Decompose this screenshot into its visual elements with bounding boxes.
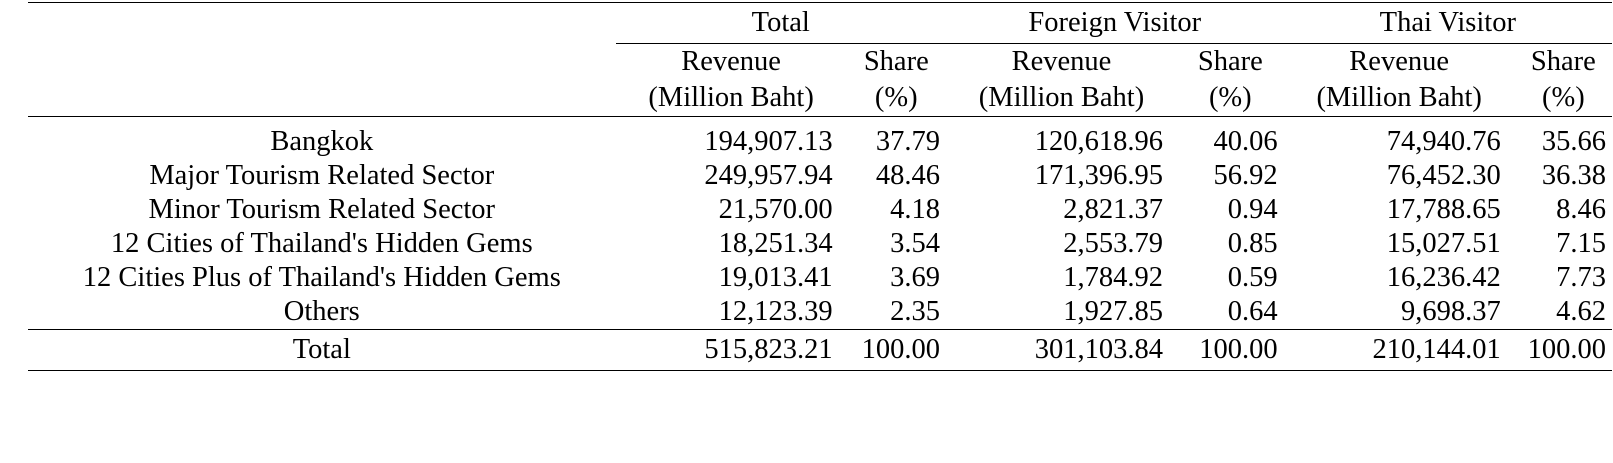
subheader-revenue: Revenue [1349, 46, 1450, 77]
total-revenue-cell: 18,251.34 [718, 228, 833, 259]
total-row: Total 515,823.21 100.00 301,103.84 100.0… [28, 329, 1612, 371]
thai-share-cell: 7.73 [1556, 262, 1606, 293]
thai-revenue-cell: 9,698.37 [1400, 296, 1501, 327]
subheader-row-2: (Million Baht) (%) (Million Baht) (%) (M… [28, 80, 1612, 117]
group-header-row: Total Foreign Visitor Thai Visitor [28, 2, 1612, 44]
thai-share-cell: 8.46 [1556, 194, 1606, 225]
table-row: Major Tourism Related Sector 249,957.94 … [28, 159, 1612, 193]
total-revenue-cell: 515,823.21 [615, 329, 847, 371]
thai-share-cell: 100.00 [1514, 329, 1612, 371]
thai-revenue-cell: 74,940.76 [1386, 126, 1501, 157]
row-label: Minor Tourism Related Sector [148, 194, 496, 225]
row-label: Major Tourism Related Sector [149, 160, 495, 191]
foreign-revenue-cell: 171,396.95 [1034, 160, 1163, 191]
thai-revenue-cell: 210,144.01 [1283, 329, 1515, 371]
subheader-revenue-unit: (Million Baht) [945, 80, 1177, 117]
foreign-revenue-cell: 120,618.96 [1034, 126, 1163, 157]
thai-revenue-cell: 17,788.65 [1386, 194, 1501, 225]
subheader-share: Share [863, 46, 929, 77]
row-label: Bangkok [270, 126, 374, 157]
empty-corner-cell [28, 2, 616, 44]
total-share-cell: 2.35 [890, 296, 940, 327]
foreign-revenue-cell: 1,927.85 [1063, 296, 1163, 327]
thai-revenue-cell: 76,452.30 [1386, 160, 1501, 191]
row-label: 12 Cities of Thailand's Hidden Gems [110, 228, 533, 259]
foreign-share-cell: 0.64 [1227, 296, 1278, 327]
total-revenue-cell: 21,570.00 [718, 194, 833, 225]
empty-subheader-cell [28, 44, 616, 81]
foreign-revenue-cell: 1,784.92 [1063, 262, 1163, 293]
foreign-share-cell: 0.59 [1227, 262, 1278, 293]
row-label: 12 Cities Plus of Thailand's Hidden Gems [82, 262, 561, 293]
total-share-cell: 3.69 [890, 262, 940, 293]
thai-revenue-cell: 15,027.51 [1386, 228, 1501, 259]
foreign-revenue-cell: 2,821.37 [1063, 194, 1163, 225]
total-revenue-cell: 249,957.94 [704, 160, 833, 191]
table-row: 12 Cities Plus of Thailand's Hidden Gems… [28, 261, 1612, 295]
group-header-total: Total [615, 2, 946, 44]
subheader-share-unit: (%) [1176, 80, 1284, 117]
total-share-cell: 48.46 [875, 160, 940, 191]
revenue-table: Total Foreign Visitor Thai Visitor Reven… [28, 2, 1612, 371]
thai-share-cell: 4.62 [1556, 296, 1606, 327]
table-row: 12 Cities of Thailand's Hidden Gems 18,2… [28, 227, 1612, 261]
table-row: Minor Tourism Related Sector 21,570.00 4… [28, 193, 1612, 227]
subheader-share: Share [1197, 46, 1263, 77]
foreign-share-cell: 0.85 [1227, 228, 1278, 259]
subheader-revenue: Revenue [681, 46, 781, 77]
total-share-cell: 37.79 [875, 126, 940, 157]
empty-subheader-cell [28, 80, 616, 117]
thai-share-cell: 7.15 [1556, 228, 1606, 259]
thai-share-cell: 35.66 [1541, 126, 1606, 157]
subheader-share-unit: (%) [846, 80, 946, 117]
total-revenue-cell: 19,013.41 [718, 262, 833, 293]
subheader-share-unit: (%) [1514, 80, 1612, 117]
row-label: Others [283, 296, 360, 327]
foreign-revenue-cell: 2,553.79 [1063, 228, 1163, 259]
subheader-row-1: Revenue Share Revenue Share Revenue Shar… [28, 44, 1612, 81]
foreign-share-cell: 100.00 [1176, 329, 1284, 371]
total-row-label: Total [28, 329, 616, 371]
thai-revenue-cell: 16,236.42 [1386, 262, 1501, 293]
subheader-revenue-unit: (Million Baht) [1283, 80, 1515, 117]
total-revenue-cell: 194,907.13 [704, 126, 833, 157]
table-row: Bangkok 194,907.13 37.79 120,618.96 40.0… [28, 117, 1612, 160]
subheader-revenue: Revenue [1011, 46, 1112, 77]
subheader-revenue-unit: (Million Baht) [615, 80, 847, 117]
table-row: Others 12,123.39 2.35 1,927.85 0.64 9,69… [28, 295, 1612, 330]
foreign-revenue-cell: 301,103.84 [945, 329, 1177, 371]
total-share-cell: 3.54 [890, 228, 940, 259]
total-revenue-cell: 12,123.39 [718, 296, 833, 327]
total-share-cell: 100.00 [846, 329, 946, 371]
foreign-share-cell: 40.06 [1213, 126, 1278, 157]
group-header-thai: Thai Visitor [1283, 2, 1612, 44]
thai-share-cell: 36.38 [1541, 160, 1606, 191]
subheader-share: Share [1530, 46, 1596, 77]
foreign-share-cell: 0.94 [1227, 194, 1278, 225]
group-header-foreign: Foreign Visitor [945, 2, 1284, 44]
foreign-share-cell: 56.92 [1213, 160, 1278, 191]
total-share-cell: 4.18 [890, 194, 940, 225]
